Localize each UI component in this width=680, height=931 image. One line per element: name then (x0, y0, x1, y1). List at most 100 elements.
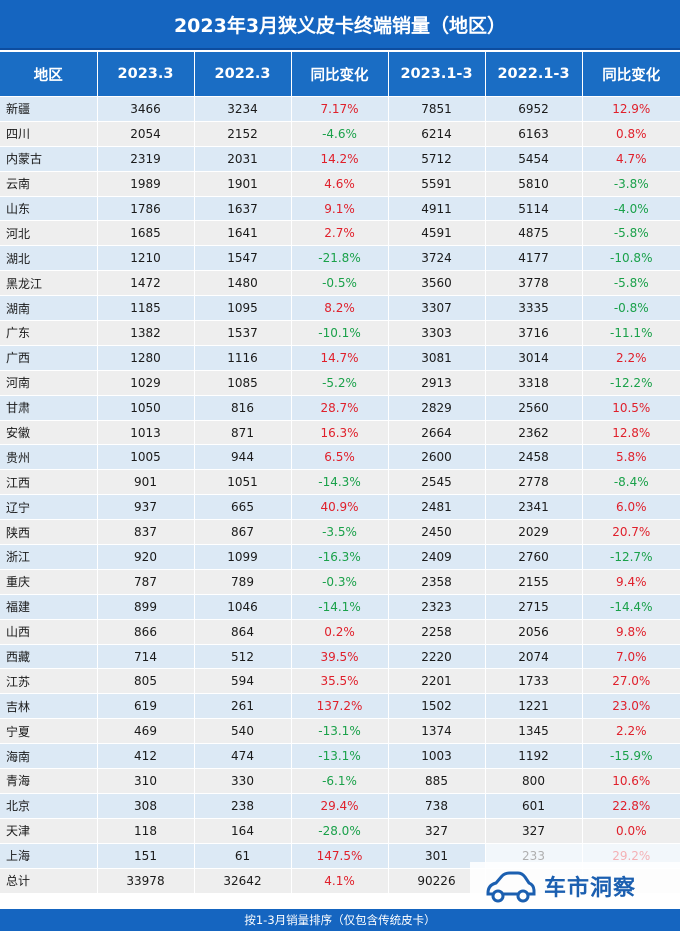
cell-yoy-ytd: 10.5% (582, 395, 680, 421)
cell-yoy-month: -13.1% (291, 743, 389, 770)
cell-sales-2022-3: 789 (194, 569, 292, 595)
cell-sales-2022-3: 871 (194, 420, 292, 446)
cell-sales-2022-1-3: 1733 (485, 668, 583, 695)
cell-sales-2022-1-3: 800 (485, 768, 583, 794)
table-body: 新疆 3466 3234 7.17% 7851 6952 12.9% 四川 2054 2152 -4… (0, 96, 680, 894)
header-yoy-month: 同比变化 (291, 52, 389, 97)
cell-yoy-month: 9.1% (291, 196, 389, 222)
cell-yoy-ytd: 0.8% (582, 121, 680, 147)
cell-sales-2022-1-3: 2341 (485, 494, 583, 521)
table-row: 上海 151 61 147.5% 301 233 29.2% (0, 843, 680, 869)
total-region: 总计 (0, 868, 98, 894)
cell-yoy-month: -0.5% (291, 270, 389, 297)
cell-region: 上海 (0, 843, 98, 869)
page-title: 2023年3月狭义皮卡终端销量（地区） (0, 0, 680, 50)
cell-sales-2022-1-3: 3014 (485, 345, 583, 371)
cell-sales-2023-1-3: 4591 (388, 220, 486, 247)
cell-yoy-ytd: 4.7% (582, 146, 680, 172)
cell-region: 江苏 (0, 668, 98, 695)
table-row: 新疆 3466 3234 7.17% 7851 6952 12.9% (0, 96, 680, 122)
cell-sales-2023-3: 937 (97, 494, 195, 521)
table-row: 内蒙古 2319 2031 14.2% 5712 5454 4.7% (0, 146, 680, 172)
cell-sales-2023-3: 714 (97, 644, 195, 670)
cell-region: 辽宁 (0, 494, 98, 521)
table-row: 天津 118 164 -28.0% 327 327 0.0% (0, 818, 680, 844)
cell-sales-2022-1-3: 4875 (485, 220, 583, 247)
cell-region: 山西 (0, 619, 98, 645)
cell-sales-2023-3: 118 (97, 818, 195, 844)
cell-sales-2023-3: 310 (97, 768, 195, 794)
table-row: 贵州 1005 944 6.5% 2600 2458 5.8% (0, 444, 680, 471)
cell-region: 福建 (0, 594, 98, 620)
cell-sales-2023-3: 308 (97, 793, 195, 819)
cell-sales-2023-1-3: 2220 (388, 644, 486, 670)
cell-sales-2022-1-3: 6163 (485, 121, 583, 147)
cell-region: 西藏 (0, 644, 98, 670)
cell-sales-2022-3: 238 (194, 793, 292, 819)
table-row: 江苏 805 594 35.5% 2201 1733 27.0% (0, 668, 680, 695)
table-row: 云南 1989 1901 4.6% 5591 5810 -3.8% (0, 171, 680, 197)
cell-sales-2023-1-3: 1003 (388, 743, 486, 770)
cell-region: 重庆 (0, 569, 98, 595)
cell-sales-2023-3: 469 (97, 718, 195, 745)
cell-sales-2023-1-3: 2258 (388, 619, 486, 645)
table-row: 湖南 1185 1095 8.2% 3307 3335 -0.8% (0, 295, 680, 322)
cell-sales-2023-1-3: 3560 (388, 270, 486, 297)
cell-sales-2022-1-3: 601 (485, 793, 583, 819)
footer-note-text: 按1-3月销量排序（仅包含传统皮卡） (244, 913, 436, 927)
table-row: 广东 1382 1537 -10.1% 3303 3716 -11.1% (0, 320, 680, 346)
cell-sales-2023-3: 1210 (97, 245, 195, 272)
cell-yoy-month: -14.3% (291, 469, 389, 496)
table-row: 福建 899 1046 -14.1% 2323 2715 -14.4% (0, 594, 680, 620)
cell-sales-2023-1-3: 327 (388, 818, 486, 844)
cell-sales-2022-3: 1095 (194, 295, 292, 322)
cell-yoy-month: 39.5% (291, 644, 389, 670)
sales-table: 地区 2023.3 2022.3 同比变化 2023.1-3 2022.1-3 … (0, 52, 680, 894)
cell-sales-2023-1-3: 1502 (388, 693, 486, 720)
table-row: 西藏 714 512 39.5% 2220 2074 7.0% (0, 644, 680, 670)
cell-sales-2022-3: 1480 (194, 270, 292, 297)
cell-yoy-ytd: 2.2% (582, 345, 680, 371)
cell-sales-2023-1-3: 4911 (388, 196, 486, 222)
table-row: 安徽 1013 871 16.3% 2664 2362 12.8% (0, 420, 680, 446)
cell-sales-2023-1-3: 3081 (388, 345, 486, 371)
cell-sales-2022-1-3: 3716 (485, 320, 583, 346)
header-2023-1-3: 2023.1-3 (388, 52, 486, 97)
cell-sales-2023-3: 1280 (97, 345, 195, 371)
cell-sales-2023-3: 2054 (97, 121, 195, 147)
cell-sales-2023-1-3: 5591 (388, 171, 486, 197)
table-row: 甘肃 1050 816 28.7% 2829 2560 10.5% (0, 395, 680, 421)
cell-yoy-ytd: -3.8% (582, 171, 680, 197)
cell-sales-2023-1-3: 301 (388, 843, 486, 869)
cell-yoy-ytd: 2.2% (582, 718, 680, 745)
cell-sales-2023-1-3: 2829 (388, 395, 486, 421)
cell-sales-2023-3: 619 (97, 693, 195, 720)
cell-yoy-ytd: 23.0% (582, 693, 680, 720)
footer-note: 按1-3月销量排序（仅包含传统皮卡） (0, 909, 680, 931)
cell-sales-2023-3: 1050 (97, 395, 195, 421)
cell-yoy-month: -6.1% (291, 768, 389, 794)
cell-sales-2022-1-3: 2458 (485, 444, 583, 471)
cell-region: 山东 (0, 196, 98, 222)
cell-region: 黑龙江 (0, 270, 98, 297)
total-sales-2023-1-3: 90226 (388, 868, 486, 894)
header-region: 地区 (0, 52, 98, 97)
table-row: 山东 1786 1637 9.1% 4911 5114 -4.0% (0, 196, 680, 222)
cell-sales-2022-1-3: 1192 (485, 743, 583, 770)
cell-sales-2022-1-3: 2362 (485, 420, 583, 446)
cell-sales-2022-1-3: 2560 (485, 395, 583, 421)
cell-region: 安徽 (0, 420, 98, 446)
cell-region: 广西 (0, 345, 98, 371)
table-row: 北京 308 238 29.4% 738 601 22.8% (0, 793, 680, 819)
cell-yoy-ytd: 9.8% (582, 619, 680, 645)
table-row: 湖北 1210 1547 -21.8% 3724 4177 -10.8% (0, 245, 680, 272)
cell-yoy-ytd: -10.8% (582, 245, 680, 272)
cell-yoy-month: 35.5% (291, 668, 389, 695)
cell-sales-2022-1-3: 2715 (485, 594, 583, 620)
cell-sales-2022-3: 330 (194, 768, 292, 794)
cell-sales-2022-3: 1099 (194, 544, 292, 570)
cell-sales-2022-3: 261 (194, 693, 292, 720)
cell-sales-2022-3: 1641 (194, 220, 292, 247)
cell-sales-2023-3: 837 (97, 519, 195, 546)
table-row: 吉林 619 261 137.2% 1502 1221 23.0% (0, 693, 680, 720)
